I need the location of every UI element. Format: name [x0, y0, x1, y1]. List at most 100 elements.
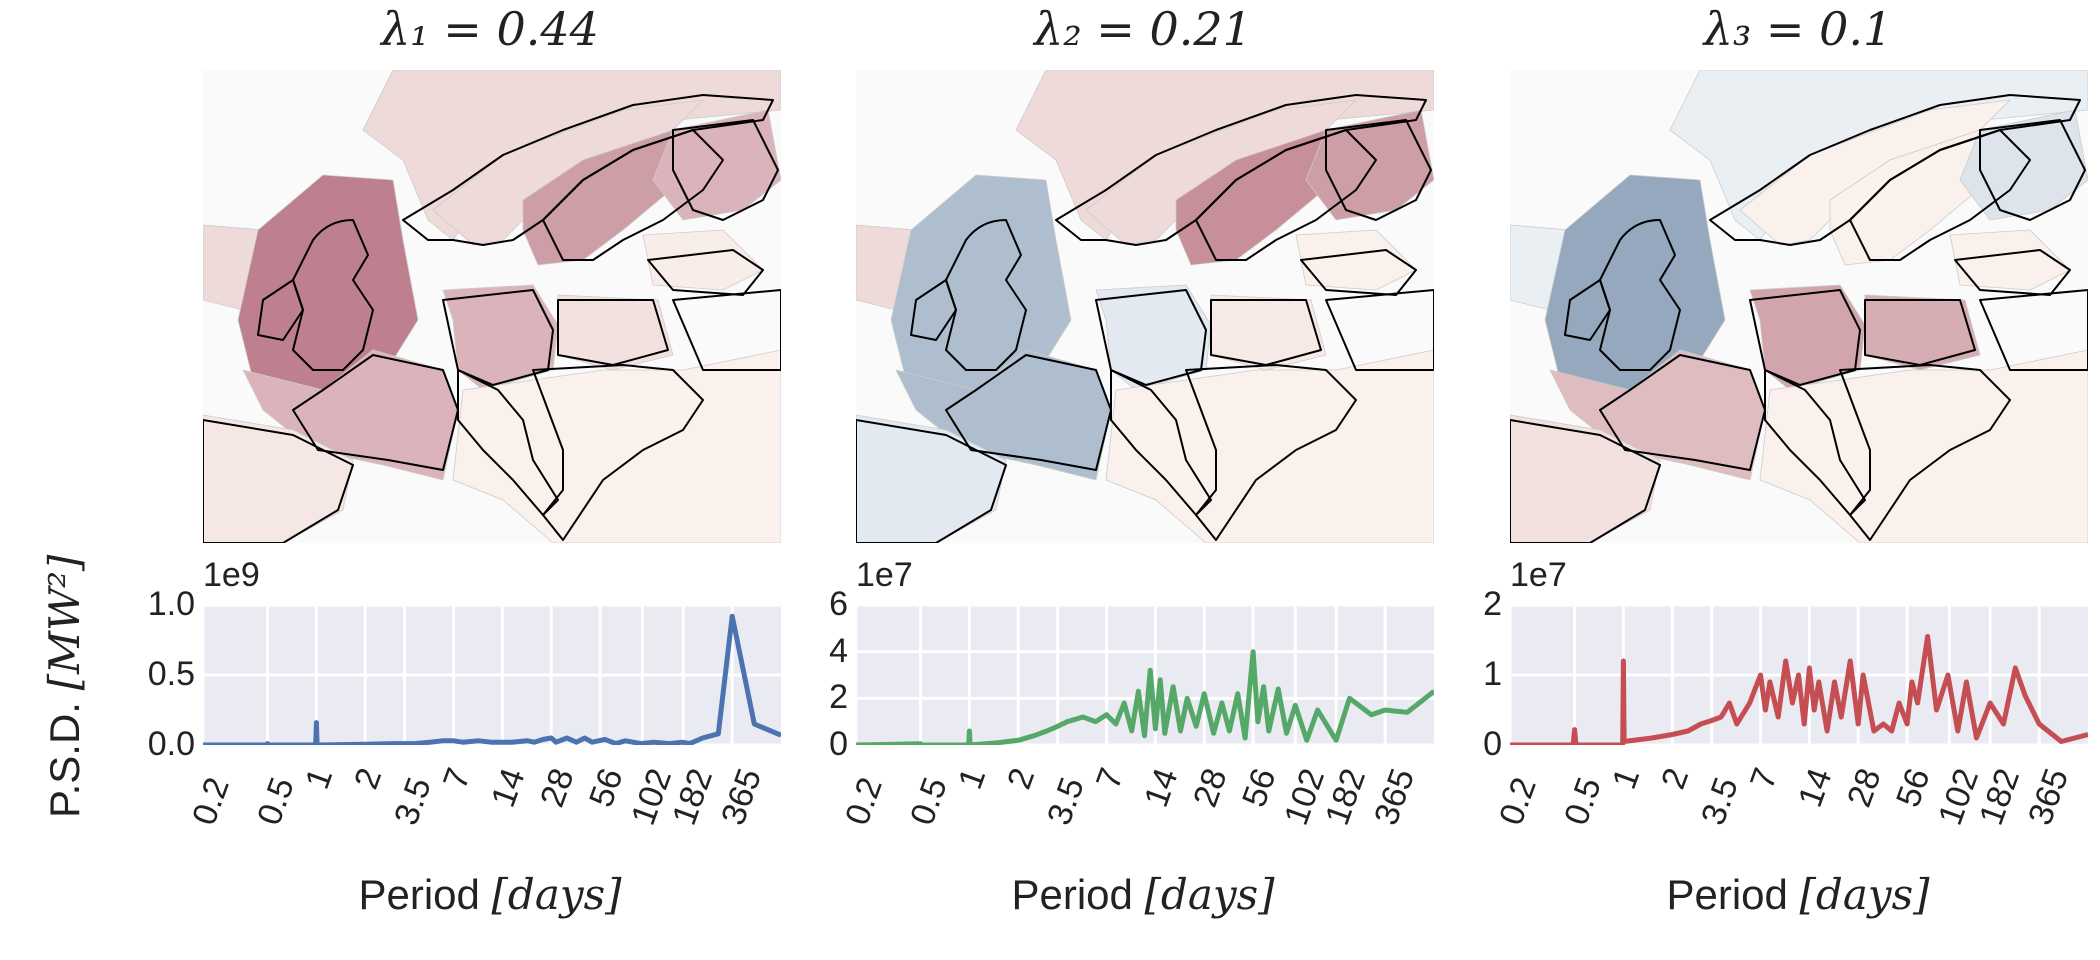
psd-plot-3 [1508, 603, 2089, 748]
country-border [1300, 249, 1417, 296]
y-tick-label: 0.5 [147, 655, 195, 693]
x-axis-label-2: Period [days] [1011, 870, 1275, 919]
x-tick-label: 56 [1235, 763, 1284, 812]
plot-area-1 [201, 603, 782, 748]
y-axis-label: P.S.D. [MW²] [40, 554, 89, 818]
map-region-uk-ireland [237, 174, 419, 401]
map-region-baltics [642, 229, 764, 291]
x-axis-label-3: Period [days] [1666, 870, 1930, 919]
psd-plot-2 [854, 603, 1436, 748]
x-tick-label: 0.2 [838, 772, 890, 830]
country-border [203, 419, 354, 543]
y-tick-label: 4 [829, 631, 848, 670]
map-panel-3 [1510, 70, 2088, 543]
country-border [856, 419, 1007, 543]
y-tick-label: 1.0 [147, 585, 195, 623]
country-border [1764, 369, 1866, 516]
y-tick-label: 1 [1483, 655, 1502, 693]
europe-map-1 [203, 70, 781, 543]
plot-area-3 [1508, 603, 2089, 748]
country-border [532, 364, 704, 541]
map-region-baltics [1949, 229, 2071, 291]
country-border [910, 279, 957, 341]
x-tick-label: 3.5 [1693, 772, 1746, 830]
x-tick-label: 28 [533, 763, 582, 812]
x-tick-label: 1 [298, 763, 341, 794]
x-tick-label: 7 [1742, 763, 1785, 794]
map-panel-1 [203, 70, 781, 543]
x-tick-label: 3.5 [386, 772, 439, 830]
x-tick-label: 0.2 [185, 772, 237, 830]
plot-1-multiplier: 1e9 [203, 556, 260, 594]
psd-series-line [1510, 634, 2089, 748]
psd-series-line [855, 649, 1436, 748]
map-panel-2 [856, 70, 1434, 543]
panel-2-title: λ₂ = 0.21 [1034, 2, 1252, 56]
country-border [257, 279, 304, 341]
x-tick-label: 28 [1186, 763, 1235, 812]
country-border [1954, 249, 2071, 296]
map-region-uk-ireland [1544, 174, 1726, 401]
x-tick-label: 28 [1840, 763, 1889, 812]
x-tick-label: 182 [1318, 763, 1374, 830]
country-border [1325, 289, 1434, 371]
x-tick-label: 0.2 [1492, 772, 1544, 830]
map-region-south-east [452, 349, 781, 543]
plot-2-multiplier: 1e7 [856, 556, 913, 594]
country-border [1599, 354, 1766, 471]
x-tick-label: 0.5 [1556, 772, 1609, 830]
psd-plot-1 [201, 603, 782, 748]
map-region-baltics [1295, 229, 1417, 291]
x-tick-label: 182 [665, 763, 721, 830]
country-border [672, 119, 779, 221]
x-tick-label: 0.5 [902, 772, 955, 830]
map-region-germany [442, 284, 559, 391]
country-border [292, 354, 459, 471]
europe-map-2 [856, 70, 1434, 543]
y-tick-label: 6 [829, 585, 848, 623]
map-region-south-east [1105, 349, 1434, 543]
country-border [1599, 219, 1681, 371]
map-region-uk-ireland [890, 174, 1072, 401]
country-border [457, 369, 559, 516]
country-border [945, 219, 1027, 371]
x-tick-label: 1 [1605, 763, 1648, 794]
x-tick-label: 56 [582, 763, 631, 812]
x-tick-label: 14 [484, 763, 534, 812]
y-tick-label: 0.0 [147, 725, 195, 763]
country-border [557, 299, 669, 366]
country-border [1110, 369, 1212, 516]
y-tick-label: 2 [829, 678, 848, 717]
country-border [292, 219, 374, 371]
plot-area-2 [854, 603, 1436, 748]
x-axis-label-1: Period [days] [358, 870, 622, 919]
country-border [1864, 299, 1976, 366]
country-border [1564, 279, 1611, 341]
country-border [1185, 364, 1357, 541]
x-tick-label: 365 [714, 763, 770, 830]
y-tick-label: 0 [829, 725, 848, 763]
x-tick-label: 2 [1654, 763, 1697, 794]
x-tick-label: 1 [951, 763, 994, 794]
y-tick-label: 0 [1483, 725, 1502, 763]
country-border [542, 129, 724, 261]
y-tick-label: 2 [1483, 585, 1502, 623]
x-tick-label: 2 [1000, 763, 1043, 794]
country-border [672, 289, 781, 371]
x-tick-label: 0.5 [249, 772, 302, 830]
x-tick-label: 7 [1088, 763, 1131, 794]
plot-3-multiplier: 1e7 [1510, 556, 1567, 594]
map-region-south-east [1759, 349, 2088, 543]
x-tick-label: 2 [347, 763, 390, 794]
x-tick-label: 7 [435, 763, 478, 794]
x-tick-label: 56 [1889, 763, 1938, 812]
x-tick-label: 365 [2021, 763, 2077, 830]
country-border [1979, 119, 2086, 221]
country-border [1210, 299, 1322, 366]
x-tick-label: 14 [1137, 763, 1187, 812]
country-border [647, 249, 764, 296]
x-tick-label: 365 [1367, 763, 1423, 830]
country-border [1849, 129, 2031, 261]
x-tick-label: 14 [1791, 763, 1841, 812]
country-border [1979, 289, 2088, 371]
